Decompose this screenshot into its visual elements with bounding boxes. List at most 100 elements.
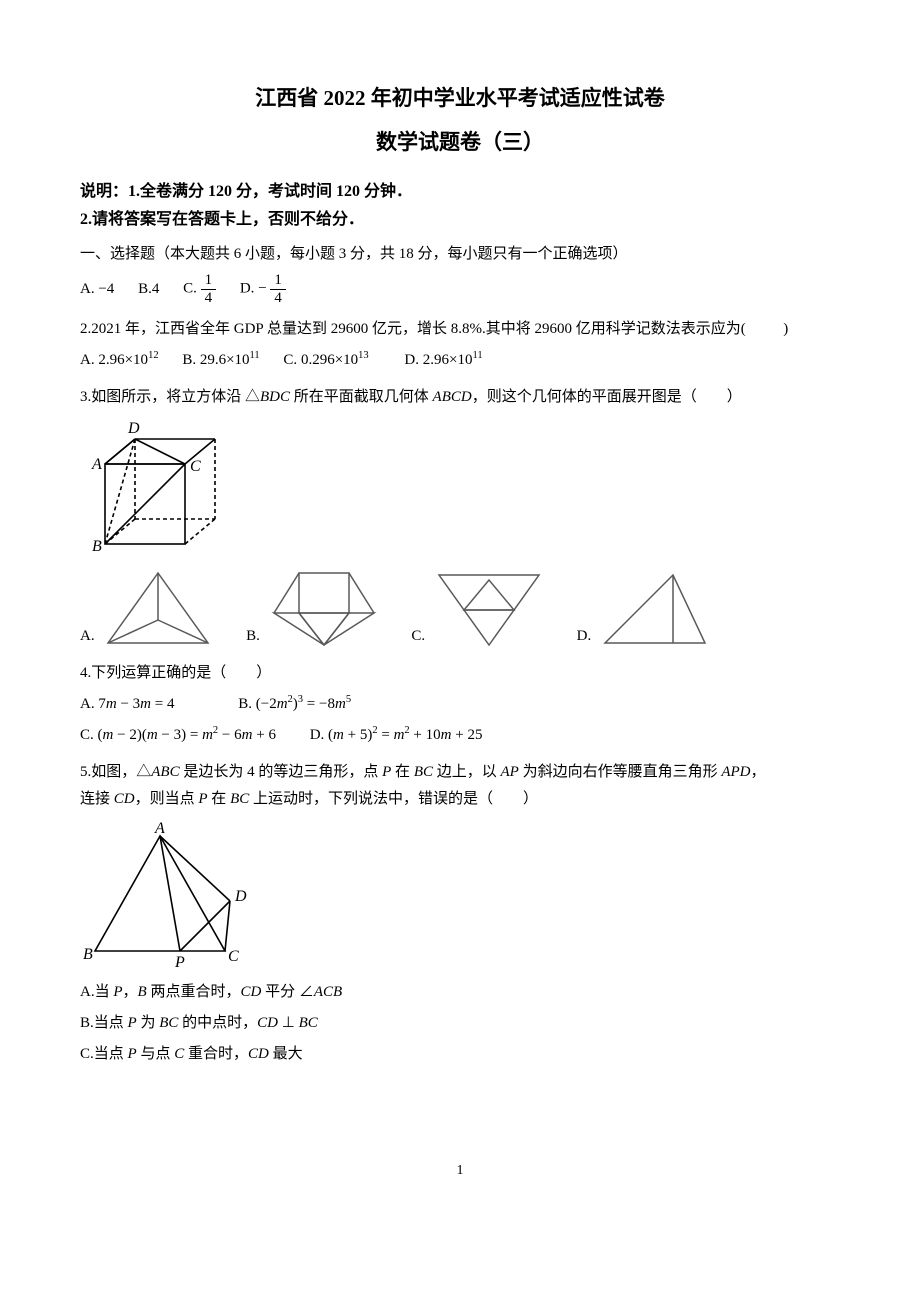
q1-opt-c: C. 1 4 <box>183 272 216 306</box>
q3-options-row: A. B. C. <box>80 565 840 650</box>
blank-paren-space <box>749 321 779 337</box>
t: 是边长为 4 的等边三角形，点 <box>180 764 383 780</box>
q4-opt-c: C. (m − 2)(m − 3) = m2 − 6m + 6 <box>80 722 276 749</box>
q3-cube-figure: A B C D <box>80 419 840 559</box>
cube-icon: A B C D <box>80 419 230 559</box>
label-C: C <box>228 948 239 965</box>
q3-opt-a: A. <box>80 565 224 650</box>
q3-text-d: ） <box>727 389 742 405</box>
t: ） <box>523 791 538 807</box>
t: 重合时， <box>184 1046 248 1062</box>
denominator: 4 <box>201 290 217 307</box>
opt-math: (m − 2)(m − 3) = m2 − 6m + 6 <box>98 727 276 743</box>
base: 2.96×10 <box>423 352 473 368</box>
q5-stem: 5.如图，△ABC 是边长为 4 的等边三角形，点 P 在 BC 边上，以 AP… <box>80 759 840 813</box>
t: 边上，以 <box>433 764 501 780</box>
t: 的中点时， <box>178 1015 257 1031</box>
opt-math: 7m − 3m = 4 <box>98 696 174 712</box>
t: P <box>128 1015 137 1031</box>
opt-label: A. <box>80 352 95 368</box>
label-P: P <box>174 954 185 971</box>
t: 上运动时，下列说法中，错误的是（ <box>249 791 493 807</box>
opt-value: 4 <box>152 281 160 297</box>
t: B <box>138 984 147 1000</box>
opt-math: (m + 5)2 = m2 + 10m + 25 <box>328 727 482 743</box>
exp: 3 <box>298 694 303 705</box>
fraction-icon: 1 4 <box>201 272 217 306</box>
q3-text-b: 所在平面截取几何体 <box>290 389 433 405</box>
q1-opt-b: B.4 <box>138 276 159 303</box>
opt-math: (−2m2)3 = −8m5 <box>256 696 351 712</box>
net-d-icon <box>595 565 715 650</box>
opt-value: 2.96×1012 <box>98 352 158 368</box>
t: ，则当点 <box>135 791 199 807</box>
q4-opt-b: B. (−2m2)3 = −8m5 <box>238 691 351 718</box>
t: P <box>382 764 391 780</box>
t: A.当 <box>80 984 113 1000</box>
fraction-icon: 1 4 <box>270 272 286 306</box>
opt-label: B. <box>182 352 196 368</box>
opt-value: 0.296×1013 <box>301 352 369 368</box>
q2-opt-b: B. 29.6×1011 <box>182 347 259 374</box>
q3-tri: BDC <box>260 389 290 405</box>
q3-opt-c: C. <box>411 565 555 650</box>
base: 2.96×10 <box>98 352 148 368</box>
opt-label: C. <box>283 352 297 368</box>
triangle-apd-icon: A B C D P <box>80 821 260 971</box>
opt-label: A. <box>80 623 95 650</box>
t: 在 <box>391 764 414 780</box>
denominator: 4 <box>270 290 286 307</box>
q5-figure: A B C D P <box>80 821 840 971</box>
t: 为斜边向右作等腰直角三角形 <box>519 764 722 780</box>
exp: 2 <box>288 694 293 705</box>
q4-close: ） <box>256 665 271 681</box>
t: ACB <box>314 984 342 1000</box>
opt-label: D. <box>240 281 255 297</box>
net-c-icon <box>429 565 549 650</box>
opt-label: D. <box>310 727 325 743</box>
blank <box>697 389 727 405</box>
opt-label: B. <box>246 623 260 650</box>
exponent: 11 <box>472 350 482 361</box>
q3-stem: 3.如图所示，将立方体沿 △BDC 所在平面截取几何体 ABCD，则这个几何体的… <box>80 384 840 411</box>
exponent: 13 <box>358 350 369 361</box>
q4-opt-d: D. (m + 5)2 = m2 + 10m + 25 <box>310 722 483 749</box>
q5-opt-c: C.当点 P 与点 C 重合时，CD 最大 <box>80 1041 840 1068</box>
t: CD <box>114 791 135 807</box>
q4-stem: 4.下列运算正确的是（ ） <box>80 660 840 687</box>
q2-opt-c: C. 0.296×1013 <box>283 347 368 374</box>
base: 0.296×10 <box>301 352 358 368</box>
net-a-icon <box>98 565 218 650</box>
q5-opt-b: B.当点 P 为 BC 的中点时，CD ⊥ BC <box>80 1010 840 1037</box>
q3-opt-d: D. <box>577 565 721 650</box>
label-B: B <box>92 538 102 555</box>
instruction-line-2: 2.请将答案写在答题卡上，否则不给分． <box>80 206 840 235</box>
t: 与点 <box>137 1046 175 1062</box>
t: AP <box>501 764 519 780</box>
q3-text-a: 3.如图所示，将立方体沿 △ <box>80 389 260 405</box>
net-b-icon <box>264 565 384 650</box>
label-C: C <box>190 458 201 475</box>
t: BC <box>230 791 249 807</box>
t: ， <box>751 764 766 780</box>
exponent: 12 <box>148 350 159 361</box>
label-B: B <box>83 946 93 963</box>
opt-label: C. <box>80 727 94 743</box>
t: C <box>174 1046 184 1062</box>
q2-text-a: 2.2021 年，江西省全年 GDP 总量达到 29600 亿元，增长 8.8%… <box>80 321 746 337</box>
exam-title: 江西省 2022 年初中学业水平考试适应性试卷 <box>80 80 840 118</box>
q3-abcd: ABCD <box>433 389 472 405</box>
opt-label: D. <box>577 623 592 650</box>
t: 平分 ∠ <box>261 984 314 1000</box>
t: B.当点 <box>80 1015 128 1031</box>
t: 5.如图，△ <box>80 764 151 780</box>
exam-subtitle: 数学试题卷（三） <box>80 124 840 162</box>
t: 最大 <box>269 1046 303 1062</box>
exp: 2 <box>404 725 409 736</box>
opt-value: −4 <box>98 281 114 297</box>
t: ⊥ <box>278 1015 299 1031</box>
blank <box>226 665 256 681</box>
opt-value: 2.96×1011 <box>423 352 483 368</box>
q2-opt-d: D. 2.96×1011 <box>404 347 482 374</box>
q4-text: 4.下列运算正确的是（ <box>80 665 226 681</box>
